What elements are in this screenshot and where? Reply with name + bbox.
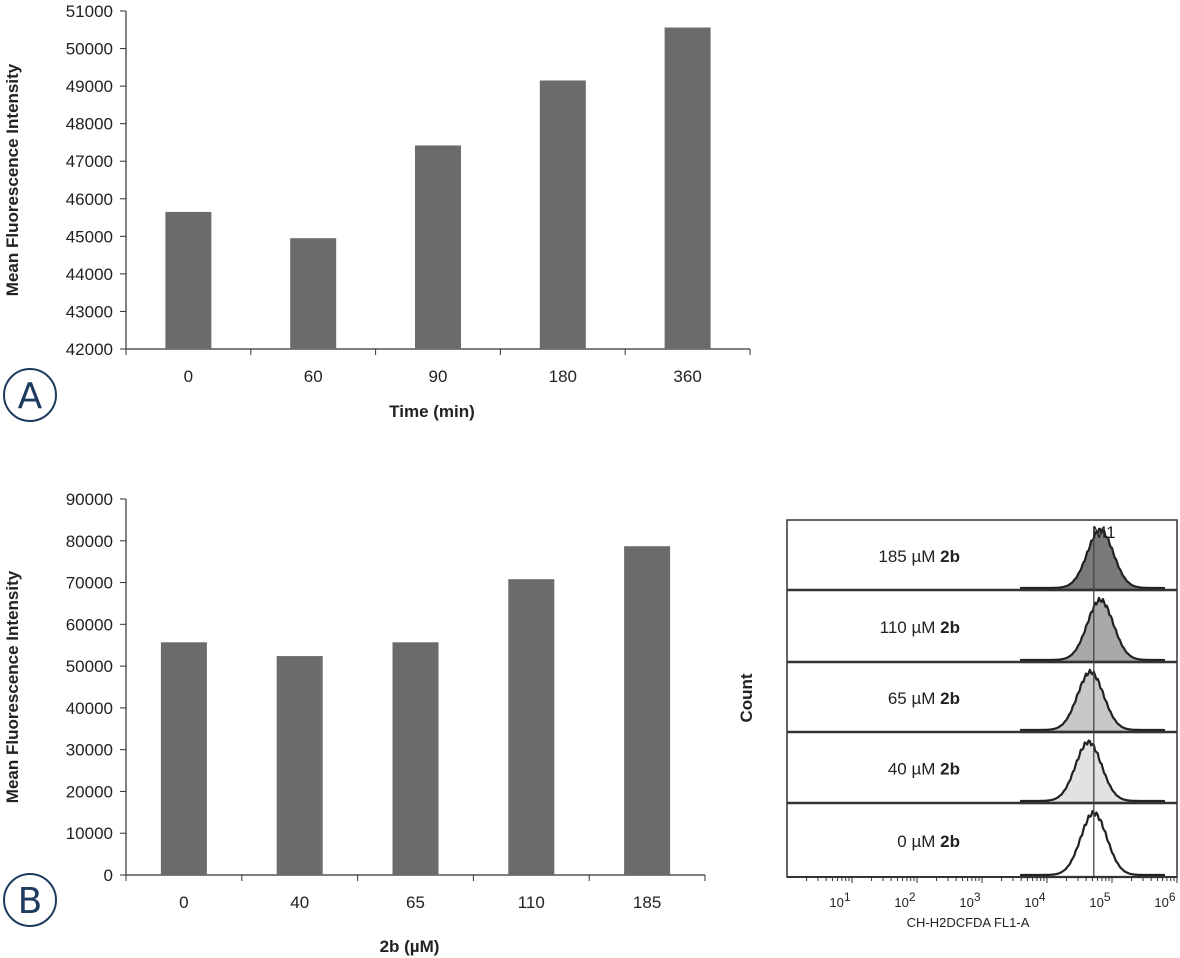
bar-185 — [624, 546, 671, 875]
sample-label: 185 µM 2b — [878, 547, 960, 566]
sample-compound: 2b — [940, 760, 960, 779]
bar-0 — [165, 211, 212, 349]
tick-exponent: 2 — [909, 890, 916, 904]
bar-40 — [276, 656, 323, 875]
bar-90 — [415, 145, 461, 349]
x-tick-label: 65 — [406, 893, 425, 912]
tick-base: 10 — [829, 895, 843, 910]
sample-label: 0 µM 2b — [897, 832, 960, 851]
y-tick-label: 50000 — [66, 40, 113, 59]
sample-concentration: 185 µM — [878, 547, 940, 566]
sample-concentration: 40 µM — [888, 760, 940, 779]
y-tick-label: 20000 — [66, 782, 113, 801]
y-tick-label: 80000 — [66, 532, 113, 551]
sample-label: 65 µM 2b — [888, 689, 960, 708]
y-tick-label: 90000 — [66, 490, 113, 509]
y-tick-label: 10000 — [66, 824, 113, 843]
y-axis-title: Mean Fluorescence Intensity — [3, 63, 22, 296]
x-tick-label: 0 — [179, 893, 188, 912]
y-tick-label: 49000 — [66, 77, 113, 96]
sample-compound: 2b — [940, 618, 960, 637]
x-tick-label: 180 — [549, 367, 577, 386]
bar-65 — [392, 642, 439, 875]
y-tick-label: 45000 — [66, 227, 113, 246]
tick-exponent: 1 — [844, 890, 851, 904]
y-tick-label: 47000 — [66, 152, 113, 171]
x-tick-label: 103 — [959, 890, 980, 910]
x-tick-label: 60 — [304, 367, 323, 386]
x-tick-label: 101 — [829, 890, 850, 910]
y-axis-title: Count — [737, 673, 756, 722]
x-tick-label: 90 — [429, 367, 448, 386]
x-tick-label: 104 — [1024, 890, 1045, 910]
bar-chart-panel-B: 0 10000 20000 30000 40000 50000 60000 70000 8000… — [3, 490, 706, 956]
bar-0 — [160, 642, 207, 875]
sample-concentration: 65 µM — [888, 689, 940, 708]
sample-compound: 2b — [940, 689, 960, 708]
y-tick-label: 42000 — [66, 340, 113, 359]
x-tick-label: 106 — [1154, 890, 1175, 910]
panel-label-circle — [3, 368, 57, 422]
tick-base: 10 — [1089, 895, 1103, 910]
y-tick-label: 44000 — [66, 265, 113, 284]
bar-60 — [290, 238, 337, 349]
y-tick-label: 43000 — [66, 302, 113, 321]
bar-180 — [539, 80, 586, 349]
y-tick-label: 30000 — [66, 741, 113, 760]
panel-label-circle — [3, 873, 57, 927]
y-tick-label: 70000 — [66, 574, 113, 593]
y-tick-label: 60000 — [66, 615, 113, 634]
sample-concentration: 110 µM — [880, 618, 941, 637]
x-tick-label: 105 — [1089, 890, 1110, 910]
x-axis-title: Time (min) — [389, 402, 475, 421]
sample-label: 40 µM 2b — [888, 760, 960, 779]
y-tick-label: 0 — [104, 866, 113, 885]
x-tick-label: 360 — [673, 367, 701, 386]
bar-360 — [664, 27, 711, 349]
sample-compound: 2b — [940, 547, 960, 566]
tick-base: 10 — [1154, 895, 1168, 910]
panel-label-B: B — [18, 881, 43, 922]
panel-label-A: A — [18, 376, 43, 417]
tick-base: 10 — [959, 895, 973, 910]
x-axis-title: 2b (µM) — [380, 937, 440, 956]
x-tick-label: 185 — [633, 893, 661, 912]
tick-exponent: 5 — [1104, 890, 1111, 904]
bar-chart-panel-A: 42000 43000 44000 45000 46000 47000 48000 49000… — [3, 2, 751, 422]
x-axis-title: CH-H2DCFDA FL1-A — [907, 915, 1030, 930]
x-tick-label: 0 — [184, 367, 193, 386]
sample-concentration: 0 µM — [897, 832, 940, 851]
x-tick-label: 40 — [290, 893, 309, 912]
tick-base: 10 — [1024, 895, 1038, 910]
y-tick-label: 48000 — [66, 115, 113, 134]
y-axis-title: Mean Fluorescence Intensity — [3, 570, 22, 803]
y-tick-label: 50000 — [66, 657, 113, 676]
bar-110 — [508, 579, 555, 875]
tick-exponent: 6 — [1169, 890, 1176, 904]
sample-label: 110 µM 2b — [880, 618, 960, 637]
tick-exponent: 4 — [1039, 890, 1046, 904]
y-tick-label: 51000 — [66, 2, 113, 21]
y-tick-label: 40000 — [66, 699, 113, 718]
x-tick-label: 102 — [894, 890, 915, 910]
y-tick-label: 46000 — [66, 190, 113, 209]
sample-compound: 2b — [940, 832, 960, 851]
x-tick-label: 110 — [518, 893, 545, 912]
m1-marker-label: M1 — [1092, 523, 1116, 542]
tick-exponent: 3 — [974, 890, 981, 904]
tick-base: 10 — [894, 895, 908, 910]
